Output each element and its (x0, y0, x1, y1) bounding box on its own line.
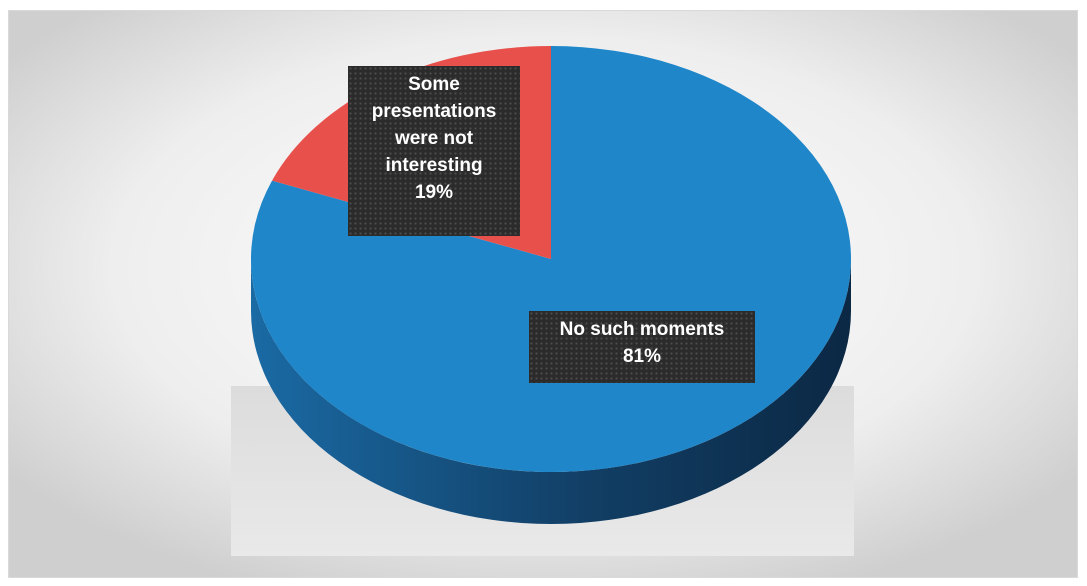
data-label-text: No such moments (559, 319, 725, 340)
data-label-1: Some presentations were not interesting 19% (348, 66, 520, 236)
data-label-text: interesting (385, 155, 483, 176)
pie-side-0 (251, 259, 851, 524)
data-label-value: 19% (414, 182, 454, 203)
data-label-text: Some (408, 74, 460, 95)
data-label-0: No such moments 81% (529, 311, 755, 383)
data-label-text: were not (394, 128, 474, 149)
pie-chart (9, 11, 1077, 577)
chart-area: No such moments 81% Some presentations were … (8, 10, 1078, 578)
data-label-text: presentations (371, 101, 497, 122)
data-label-value: 81% (622, 346, 662, 367)
